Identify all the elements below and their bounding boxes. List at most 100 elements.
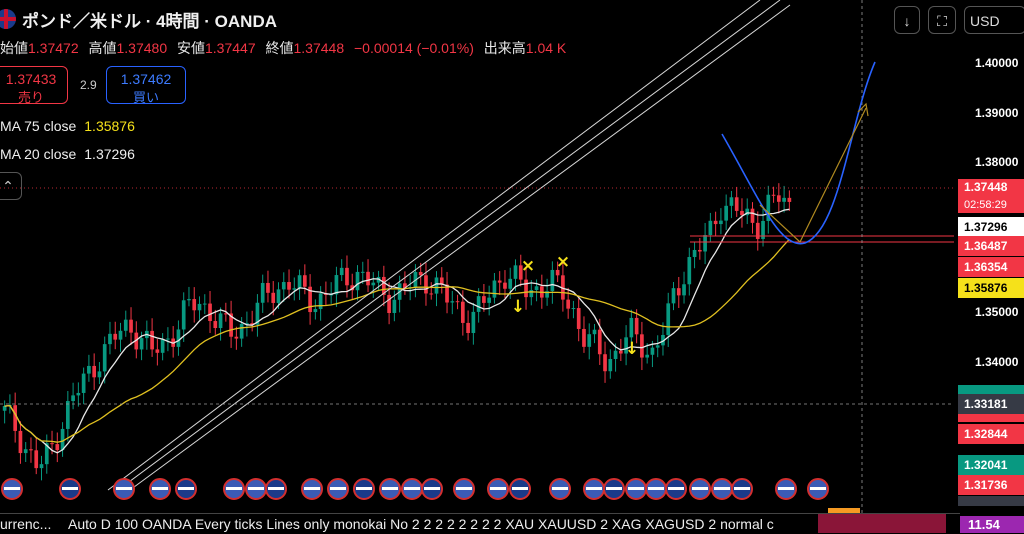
event-flag-stripe [628,487,644,490]
candle-body [740,210,744,216]
change-value: −0.00014 (−0.01%) [354,40,474,56]
ma75-label: MA 75 close [0,118,77,134]
candle-body [518,265,523,280]
candle-body [476,296,481,312]
tick-label: 1.39000 [975,106,1019,120]
buy-label: 買い [132,90,159,105]
candle-body [482,296,486,303]
candle-body [97,371,102,378]
candle-body [50,443,54,445]
candle-body [771,194,776,196]
ma20-price-label: 1.37296 [958,217,1024,237]
arrow-down-icon: ↓ [903,13,911,29]
candlestick-series [2,183,792,481]
candle-body [429,293,434,295]
candle-body [529,290,534,298]
symbol-title: ポンド／米ドル · 4時間 · OANDA [22,11,277,31]
event-flag-stripe [4,487,20,490]
candle-body [129,319,133,333]
projection-arrowhead [857,102,869,117]
candle-body [666,303,671,335]
candle-body [745,208,750,216]
fullscreen-button[interactable]: ⛶ [928,6,956,34]
symbol-header[interactable]: ポンド／米ドル · 4時間 · OANDA [0,6,277,32]
ma75-value: 1.35876 [84,118,135,134]
candle-body [65,401,70,429]
ma75-line [4,238,790,443]
ohlc-row: 始値1.37472 高値1.37480 安値1.37447 終値1.37448 … [0,38,572,58]
candle-body [587,334,592,347]
close-value: 1.37448 [293,40,345,56]
volume-label: 出来高 [483,40,526,56]
candle-body [355,271,360,291]
candle-body [766,194,771,221]
candle-body [39,464,44,469]
candle-body [371,282,376,286]
candle-body [450,301,455,303]
level-price-label: 1.31736 [958,475,1024,495]
last-price-value: 1.37448 [964,180,1008,194]
candle-body [534,286,539,291]
candle-body [71,395,75,402]
hidden-price-label [958,385,1024,395]
candle-body [503,282,507,289]
level-price-label: 1.36354 [958,257,1024,277]
candle-body [339,267,344,276]
sell-button[interactable]: 1.37433 売り [0,66,68,105]
event-flag-stripe [268,487,284,490]
candle-body [13,405,18,431]
candle-body [392,299,397,313]
candle-body [566,299,571,309]
ma20-legend[interactable]: MA 20 close 1.37296 [0,146,135,162]
tick-label: 1.40000 [975,56,1019,70]
candle-body [81,373,86,393]
candle-body [34,450,39,469]
spread-value: 2.9 [80,78,97,92]
event-flag-stripe [178,487,194,490]
candle-body [313,309,318,313]
sell-signal-marker: × [521,256,535,276]
ma75-price-label: 1.35876 [958,278,1024,298]
download-button[interactable]: ↓ [894,6,920,34]
candle-body [545,291,549,298]
candle-body [471,311,476,334]
indicator-value-label: 11.54 [960,516,1024,533]
candle-body [181,300,186,330]
candle-body [676,288,681,296]
candle-body [44,443,49,465]
collapse-legend-button[interactable]: ⌃ [0,172,22,200]
candle-body [445,284,449,303]
event-flag-stripe [226,487,242,490]
candle-body [76,392,81,396]
candle-body [23,449,28,454]
candle-body [682,284,686,296]
candle-body [687,257,692,285]
high-label: 高値 [88,40,117,56]
event-flag-stripe [404,487,420,490]
candle-body [234,336,239,339]
candle-body [118,330,123,340]
event-flag-stripe [692,487,708,490]
candle-body [334,275,339,295]
candle-body [360,271,365,273]
status-text-left: urrenc... [0,516,52,532]
status-text: Auto D 100 OANDA Every ticks Lines only … [68,516,774,532]
candle-body [213,321,218,329]
candle-body [60,428,65,451]
candle-body [260,282,265,303]
ma75-legend[interactable]: MA 75 close 1.35876 [0,118,135,134]
candle-body [255,302,260,325]
candle-body [55,444,60,451]
candle-body [634,317,639,335]
candle-body [561,275,565,300]
candle-body [618,350,623,354]
buy-button[interactable]: 1.37462 買い [106,66,186,105]
candle-body [297,275,302,289]
currency-select[interactable]: USD [964,6,1024,34]
candle-body [713,220,718,225]
event-flag-stripe [778,487,794,490]
event-flag-stripe [668,487,684,490]
fullscreen-icon: ⛶ [937,13,947,29]
event-flag-stripe [490,487,506,490]
